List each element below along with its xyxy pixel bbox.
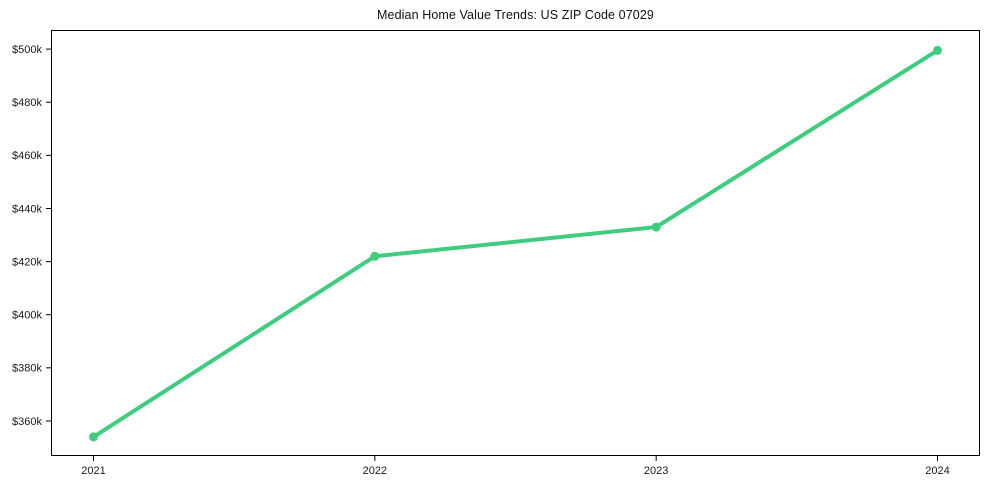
y-tick-label: $440k: [12, 203, 42, 215]
y-tick-label: $500k: [12, 44, 42, 56]
data-point-marker: [933, 45, 942, 55]
x-tick-label: 2022: [363, 465, 387, 477]
data-point-marker: [651, 222, 661, 232]
chart-title: Median Home Value Trends: US ZIP Code 07…: [377, 8, 654, 22]
data-point-marker: [89, 432, 98, 442]
y-tick-label: $360k: [12, 416, 42, 428]
y-tick-label: $460k: [12, 150, 42, 162]
y-tick-label: $380k: [12, 363, 42, 375]
x-tick-label: 2024: [925, 465, 949, 477]
y-tick-label: $420k: [12, 256, 42, 268]
y-tick-label: $480k: [12, 97, 42, 109]
y-tick-label: $400k: [12, 310, 42, 322]
plot-border: [51, 30, 980, 456]
series-line: [91, 48, 940, 439]
data-point-marker: [370, 251, 380, 261]
x-tick-label: 2021: [81, 465, 105, 477]
x-tick-label: 2023: [644, 465, 668, 477]
